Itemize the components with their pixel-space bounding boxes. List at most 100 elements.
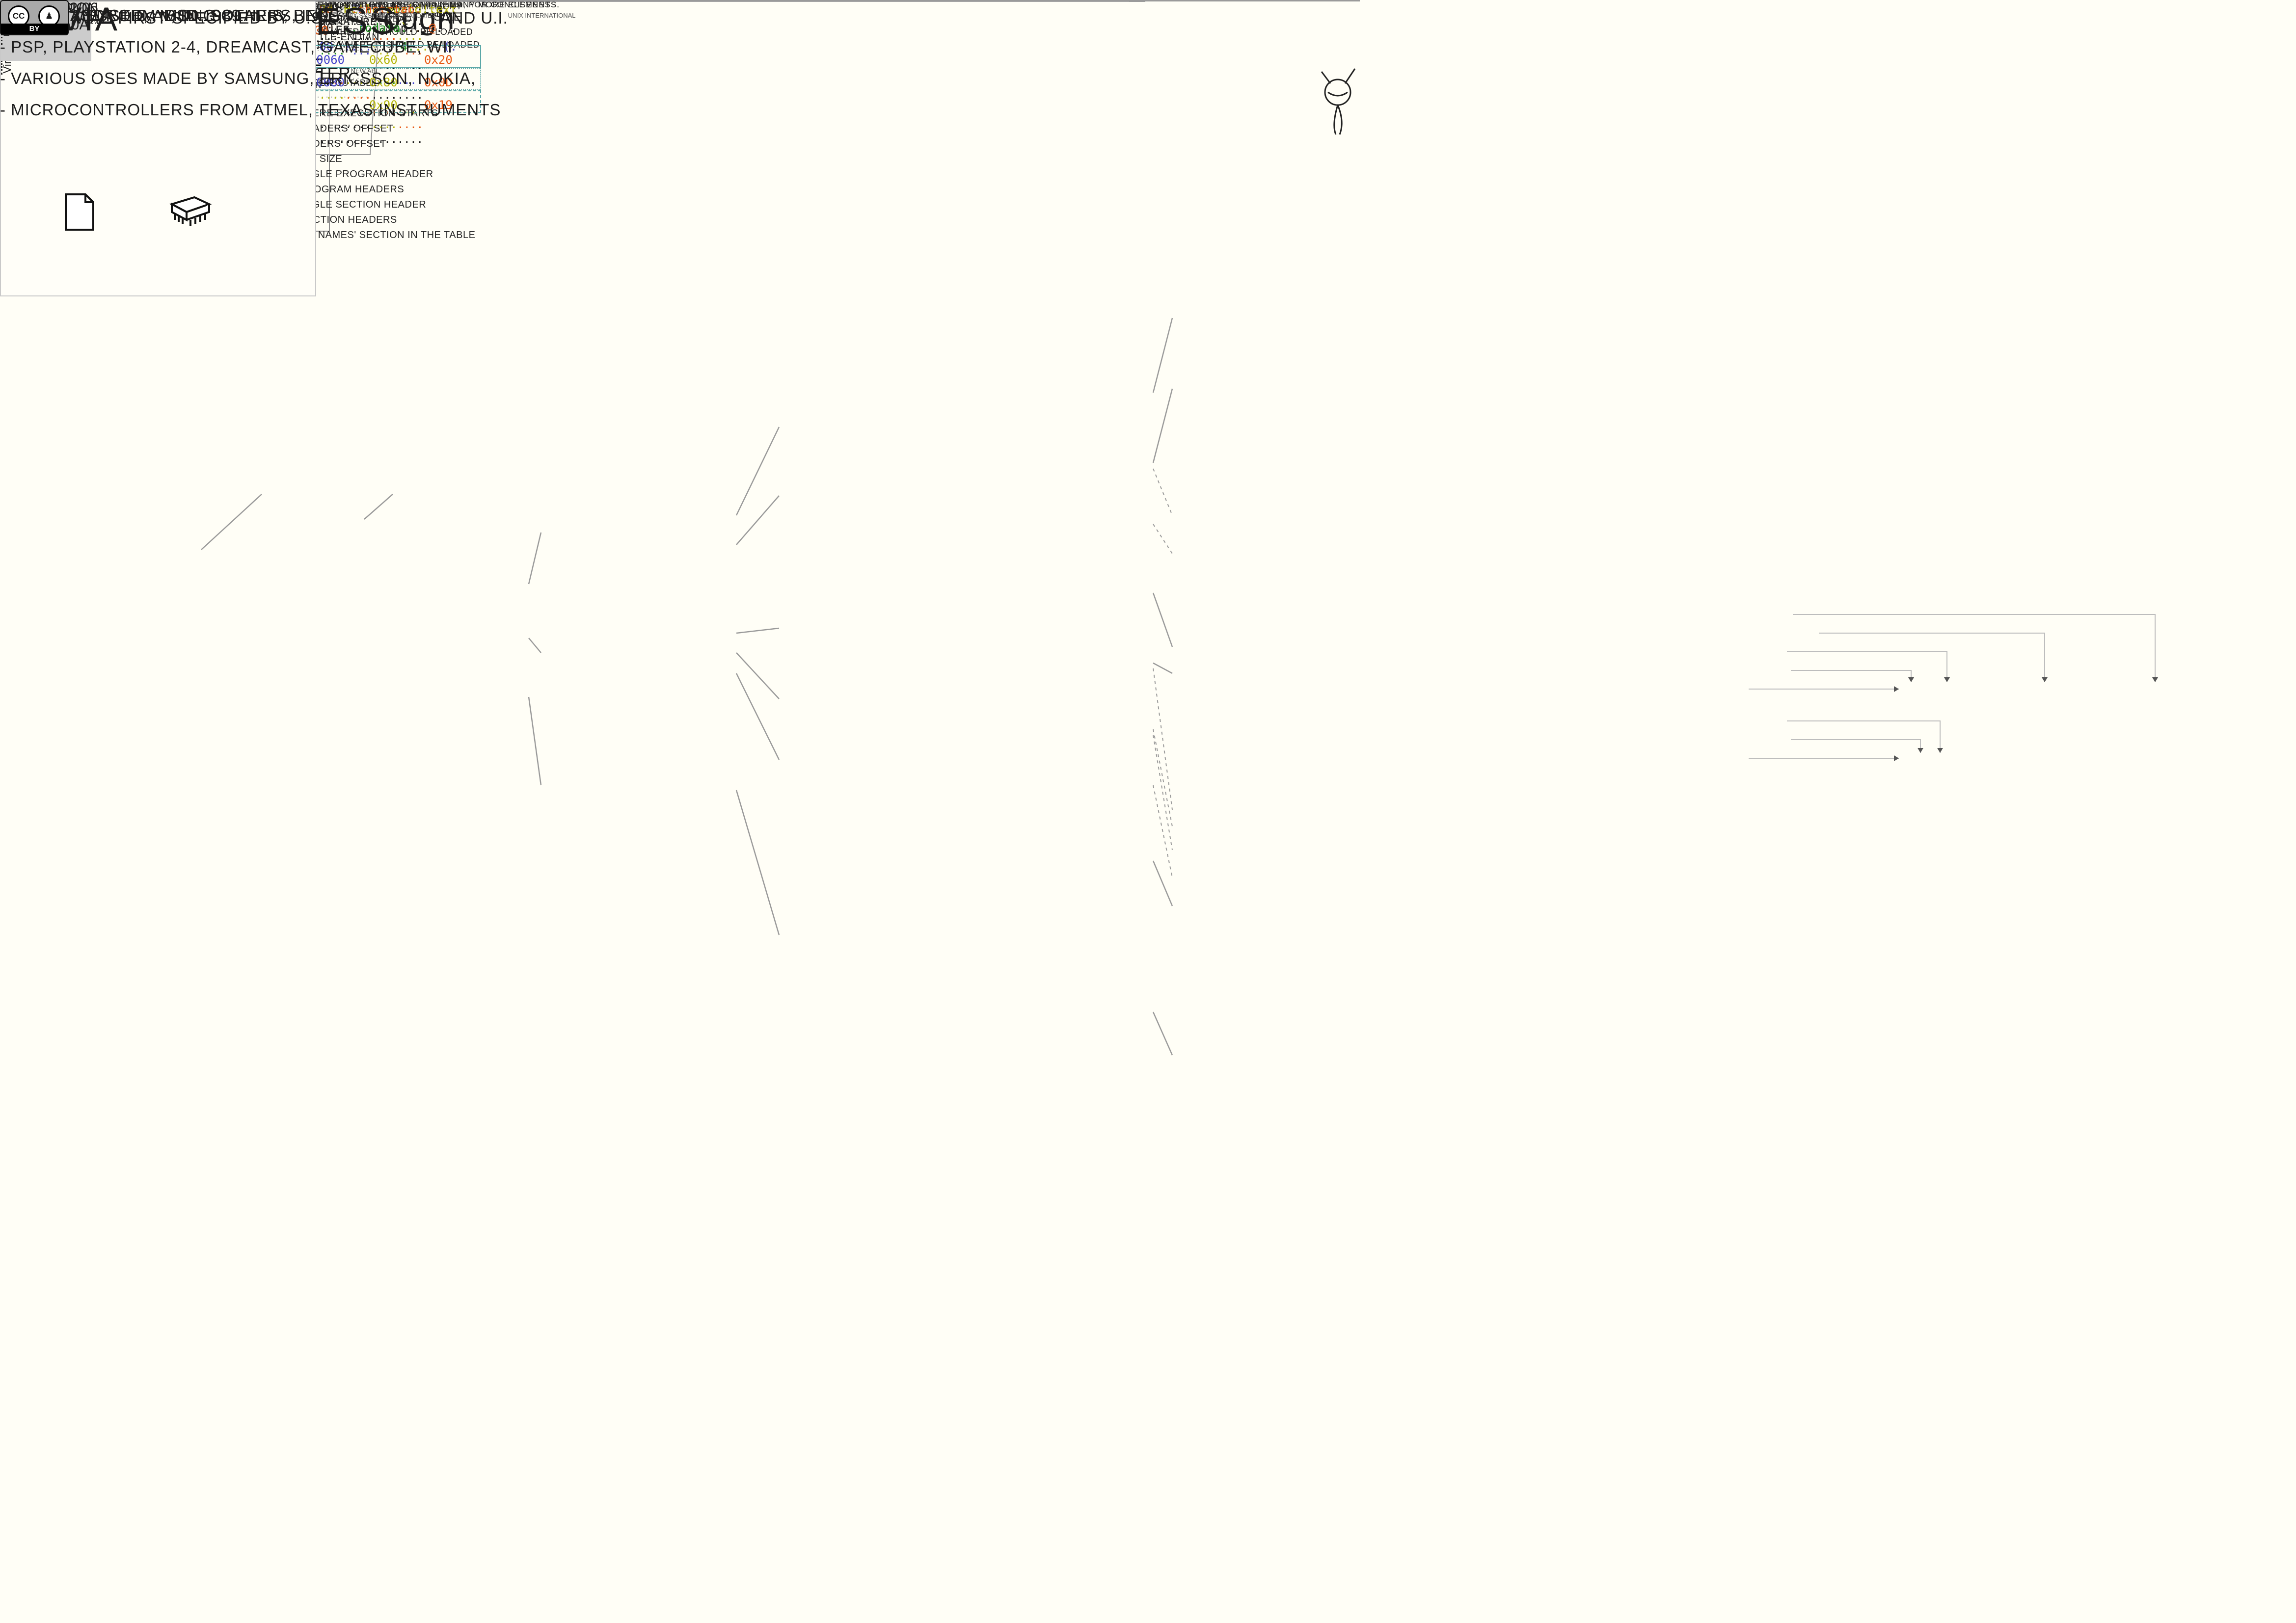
sht-size: 0x0D <box>424 76 453 89</box>
token: .... <box>400 2 429 16</box>
sht-offset: 0x90 <box>369 98 398 112</box>
token: UNIX INTERNATIONAL <box>508 12 576 19</box>
token: .text <box>421 2 458 16</box>
ascii-text: ..(.....`...@... <box>344 19 457 37</box>
ascii-text: ................ <box>319 133 423 147</box>
token: .... <box>371 75 397 87</box>
token: Hello.World!.. <box>344 2 443 16</box>
ascii-text: ................ <box>319 29 423 44</box>
person-icon: ♟ <box>38 5 60 27</box>
ascii-text: ................ <box>344 19 457 37</box>
token: .... <box>372 21 401 35</box>
token: .... <box>429 2 458 16</box>
token: .... <box>371 104 397 116</box>
hex-byte-group: A0 E3 <box>314 5 350 19</box>
token: ..rodata. <box>344 21 408 35</box>
ascii-text: .... <box>344 56 372 75</box>
line: - VARIOUS OSES MADE BY SAMSUNG, ERICSSON… <box>0 69 476 87</box>
ascii-text: ................ <box>319 15 423 29</box>
token: .... <box>319 75 345 87</box>
sht-offset: 0x80 <box>369 76 398 89</box>
sht-size: 0x20 <box>424 53 453 67</box>
token: .... <box>371 30 397 43</box>
token: .... <box>371 119 397 131</box>
token: .... <box>397 30 423 43</box>
token: .... <box>372 40 401 53</box>
file-icon <box>65 193 94 231</box>
token: `... <box>345 45 371 57</box>
token: (. <box>357 21 372 35</box>
token: AND U.I. <box>436 9 508 27</box>
token: `... <box>400 21 429 35</box>
token: (. <box>443 40 458 53</box>
sht-header-sup: sh_size <box>433 1 462 9</box>
token: .. <box>344 58 358 72</box>
ascii-text: Hello.World!.. <box>344 0 443 19</box>
token: .... <box>397 75 423 87</box>
token: ..shstrtab. <box>344 2 422 16</box>
token: .. <box>429 40 443 53</box>
token: ........ <box>319 30 371 43</box>
cc-icon: CC <box>8 5 29 27</box>
sht-footer-2: EXPLANATIONS ARE SIMPLIFIED, FOR CONCISE… <box>319 0 560 9</box>
sht-header-sup: sh_addr <box>309 1 339 9</box>
ascii-text: ................ <box>319 59 423 74</box>
token: .... <box>344 21 372 35</box>
ascii-text: ................ <box>319 0 423 15</box>
ascii-text: ........p....... <box>344 19 457 37</box>
token: `... <box>371 45 397 57</box>
token: ........ <box>319 119 371 131</box>
token: .... <box>429 21 458 35</box>
ascii-text: ..shstrtab..text <box>344 0 457 19</box>
line: - MICROCONTROLLERS FROM ATMEL, TEXAS INS… <box>0 101 501 119</box>
token: ................ <box>319 133 423 146</box>
ascii-text: .ELF............ <box>344 0 457 19</box>
token: ........ <box>371 89 423 102</box>
cc-by-label: BY <box>1 24 68 34</box>
loading-underline <box>0 0 1360 1</box>
token: .. <box>357 58 372 72</box>
token: ................ <box>319 1 423 13</box>
token: .... <box>344 2 372 16</box>
token: .... <box>397 104 423 116</box>
token: @... <box>429 21 458 35</box>
ascii-text: ........4.....(. <box>344 37 457 56</box>
token: .............p.. <box>344 2 458 16</box>
ascii-text: ................ <box>319 88 423 103</box>
ascii-text: ..rodata. <box>344 19 407 37</box>
token: .... <box>319 45 345 57</box>
token: .... <box>345 75 371 87</box>
token: .. <box>414 40 429 53</box>
token: UNIX SYSTEM LABORATORIES <box>342 12 436 19</box>
token: ................ <box>319 60 423 72</box>
token: ........ <box>319 104 371 116</box>
sht-size: 0x19 <box>424 98 453 112</box>
sht-header-cell: SIZE <box>433 10 462 24</box>
token: .. <box>344 21 358 35</box>
token: .... <box>344 40 372 53</box>
token: .ELF <box>344 2 372 16</box>
ascii-text: ................ <box>319 118 423 133</box>
ascii-text: .............p.. <box>344 0 457 19</box>
token: NEW ABI <box>351 67 378 75</box>
sht-header-cell: OFFSET <box>371 10 421 24</box>
token: .... <box>345 89 371 102</box>
cc-by-badge: CC ♟ BY <box>0 0 69 35</box>
line: - PSP, PLAYSTATION 2-4, DREAMCAST, GAMEC… <box>0 38 453 56</box>
token: ... <box>397 45 423 57</box>
token: .... <box>319 89 345 102</box>
token: 4. <box>400 40 415 53</box>
elf-doodle-icon <box>1321 68 1356 135</box>
token: ........p....... <box>344 21 458 35</box>
token: .... <box>397 119 423 131</box>
sht-header-sup: sh_offset <box>377 1 414 9</box>
token: .... <box>372 2 401 16</box>
token: ............ <box>372 2 458 16</box>
ascii-text: ................ <box>344 0 457 19</box>
token: ................ <box>319 16 423 28</box>
ascii-text: ....`...`... ... <box>319 44 423 59</box>
hex-byte-group: EF <box>335 24 350 37</box>
ascii-text: ................ <box>319 74 423 88</box>
